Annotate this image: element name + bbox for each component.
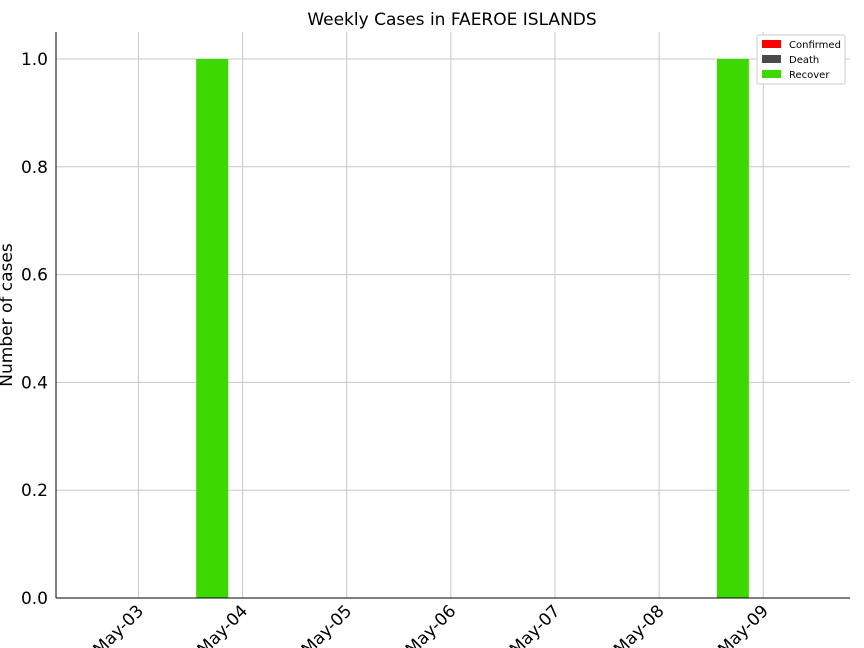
x-tick-label: May-03 — [90, 601, 148, 648]
bar-recover — [196, 58, 229, 598]
x-tick-label: May-07 — [506, 601, 564, 648]
y-tick-label: 0.0 — [21, 589, 48, 609]
x-tick-label: May-09 — [714, 601, 772, 648]
legend-swatch-recover — [762, 70, 781, 78]
grid — [56, 32, 850, 599]
legend-label-confirmed: Confirmed — [789, 40, 841, 51]
bars — [196, 58, 749, 598]
bar-recover — [716, 58, 749, 598]
legend-label-recover: Recover — [789, 70, 830, 81]
tick-labels: 0.0 0.2 0.4 0.6 0.8 1.0 May-03 May-04 May-05 May-… — [21, 50, 773, 648]
legend-swatch-confirmed — [762, 40, 781, 48]
x-tick-label: May-08 — [610, 601, 668, 648]
legend: Confirmed Death Recover — [756, 34, 846, 85]
axes — [55, 32, 850, 599]
y-tick-label: 0.4 — [21, 373, 48, 393]
legend-label-death: Death — [789, 55, 819, 66]
x-tick-label: May-04 — [194, 601, 252, 648]
y-axis-label: Number of cases — [0, 243, 17, 387]
y-tick-label: 1.0 — [21, 50, 48, 70]
y-tick-label: 0.8 — [21, 158, 48, 178]
legend-swatch-death — [762, 55, 781, 63]
x-tick-label: May-05 — [298, 601, 356, 648]
y-tick-label: 0.2 — [21, 481, 48, 501]
y-tick-label: 0.6 — [21, 266, 48, 286]
chart-title: Weekly Cases in FAEROE ISLANDS — [307, 10, 596, 30]
x-tick-label: May-06 — [402, 601, 460, 648]
